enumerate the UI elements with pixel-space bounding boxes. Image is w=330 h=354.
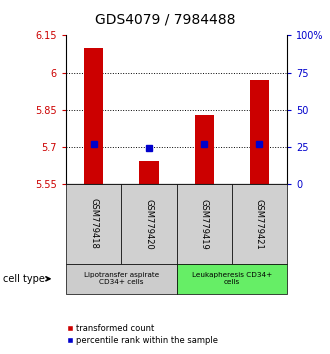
Text: cell type: cell type [3,274,45,284]
Text: GSM779420: GSM779420 [145,199,153,249]
Text: GSM779419: GSM779419 [200,199,209,249]
Bar [250,80,269,184]
Legend: transformed count, percentile rank within the sample: transformed count, percentile rank withi… [64,321,221,348]
Text: GSM779418: GSM779418 [89,199,98,249]
Text: GDS4079 / 7984488: GDS4079 / 7984488 [95,12,235,27]
Text: Lipotransfer aspirate
CD34+ cells: Lipotransfer aspirate CD34+ cells [83,272,159,285]
Bar [139,161,159,184]
Text: GSM779421: GSM779421 [255,199,264,249]
Bar [194,115,214,184]
Bar [84,48,103,184]
Text: Leukapheresis CD34+
cells: Leukapheresis CD34+ cells [192,272,272,285]
